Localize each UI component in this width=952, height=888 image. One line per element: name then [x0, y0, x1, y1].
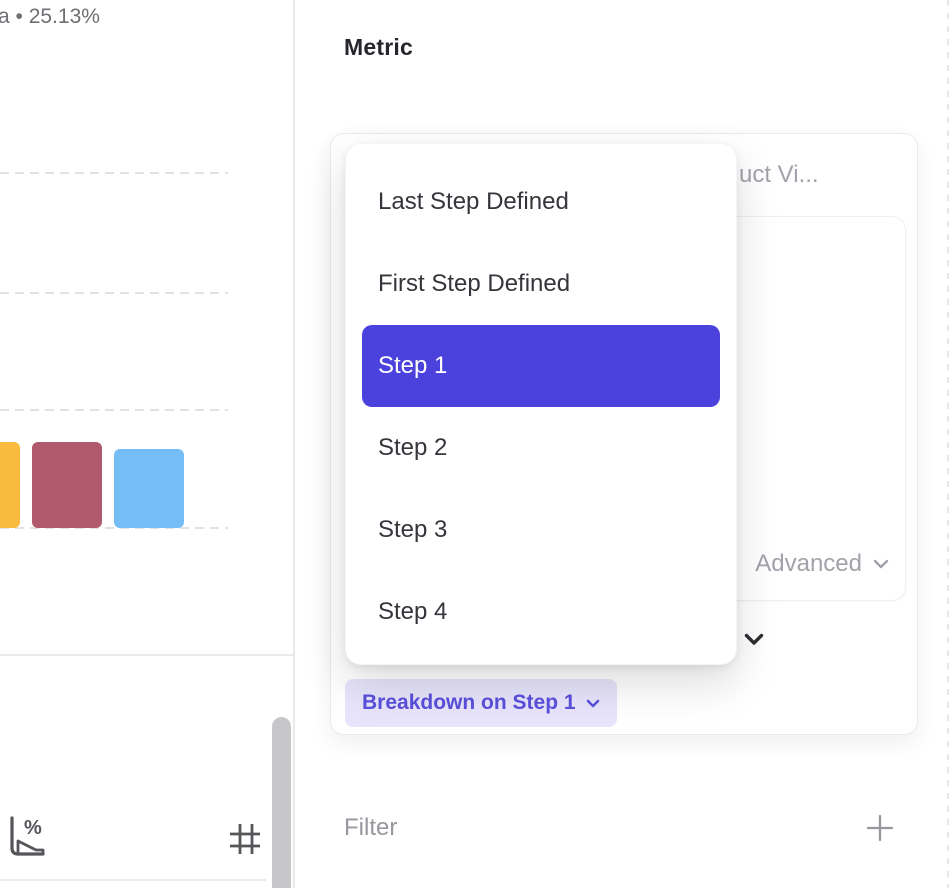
series-legend-text: a • 25.13%	[0, 5, 100, 28]
chart-gridline	[0, 292, 228, 294]
funnel-bar-blue[interactable]	[114, 449, 184, 528]
metric-event-label[interactable]: uct Vi...	[739, 161, 819, 188]
option-label: Step 2	[378, 434, 448, 461]
option-label: Last Step Defined	[378, 188, 569, 215]
dropdown-option-step-4[interactable]: Step 4	[362, 571, 720, 653]
plus-icon	[864, 811, 896, 845]
svg-text:%: %	[24, 817, 42, 839]
advanced-label: Advanced	[755, 550, 862, 577]
option-label: First Step Defined	[378, 270, 571, 297]
chevron-down-icon[interactable]	[744, 633, 764, 646]
funnel-bar-yellow[interactable]	[0, 442, 20, 528]
dropdown-option-step-3[interactable]: Step 3	[362, 489, 720, 571]
dropdown-option-step-2[interactable]: Step 2	[362, 407, 720, 489]
metric-section-title: Metric	[344, 34, 413, 60]
chart-gridline	[0, 172, 228, 174]
scrollbar-thumb[interactable]	[272, 717, 291, 888]
page-edge-divider	[947, 0, 949, 888]
panel-divider	[293, 0, 295, 888]
breakdown-button-label: Breakdown on Step 1	[362, 691, 576, 714]
grid-hash-icon[interactable]	[227, 821, 263, 857]
chevron-down-icon	[586, 699, 600, 708]
section-divider	[0, 654, 293, 656]
dropdown-option-last-step-defined[interactable]: Last Step Defined	[362, 161, 720, 243]
filter-section: Filter	[344, 806, 896, 850]
dropdown-option-step-1[interactable]: Step 1	[362, 325, 720, 407]
dropdown-option-first-step-defined[interactable]: First Step Defined	[362, 243, 720, 325]
section-divider	[0, 879, 266, 881]
chevron-down-icon	[873, 559, 889, 569]
filter-label: Filter	[344, 814, 398, 841]
add-filter-button[interactable]	[864, 811, 896, 845]
funnel-bar-rose[interactable]	[32, 442, 102, 528]
funnel-percent-chart-icon[interactable]: %	[5, 814, 47, 860]
option-label: Step 3	[378, 516, 448, 543]
step-select-dropdown: Last Step Defined First Step Defined Ste…	[345, 143, 737, 665]
option-label: Step 1	[378, 352, 448, 379]
option-label: Step 4	[378, 598, 448, 625]
advanced-toggle[interactable]: Advanced	[755, 550, 889, 578]
breakdown-on-step-button[interactable]: Breakdown on Step 1	[345, 679, 617, 727]
chart-baseline	[0, 527, 228, 529]
chart-gridline	[0, 409, 228, 411]
